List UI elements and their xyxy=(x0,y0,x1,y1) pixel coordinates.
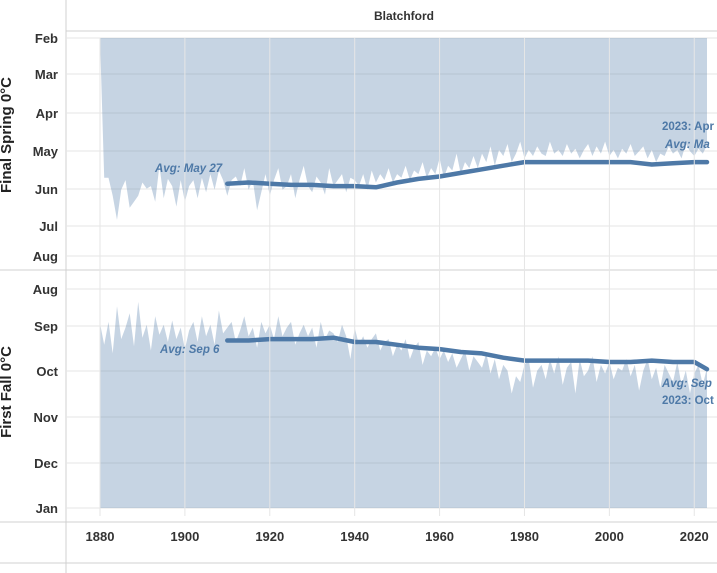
x-tick-label: 1960 xyxy=(425,529,454,544)
x-tick-label: 1940 xyxy=(340,529,369,544)
y-tick-label: Aug xyxy=(33,282,58,297)
annual-area xyxy=(100,38,707,220)
spring-right-average-annotation: Avg: Ma xyxy=(664,139,710,151)
x-tick-label: 1900 xyxy=(170,529,199,544)
x-tick-label: 2000 xyxy=(595,529,624,544)
y-tick-label: Jul xyxy=(39,219,58,234)
annual-area xyxy=(100,301,707,508)
spring-average-annotation: Avg: May 27 xyxy=(154,163,223,175)
y-tick-label: Oct xyxy=(36,364,58,379)
y-tick-label: Jan xyxy=(36,501,58,516)
x-tick-label: 2020 xyxy=(680,529,709,544)
running-average-line xyxy=(225,159,710,190)
y-tick-label: Feb xyxy=(35,31,58,46)
y-tick-label: Jun xyxy=(35,182,58,197)
y-tick-label: Apr xyxy=(36,106,58,121)
y-tick-label: May xyxy=(33,144,59,159)
fall-panel: Aug Sep Oct Nov Dec Jan xyxy=(33,282,717,516)
x-axis: 1880 1900 1920 1940 1960 1980 2000 2020 xyxy=(86,38,709,544)
panel-title: Blatchford xyxy=(374,9,434,23)
fall-right-average-annotation: Avg: Sep xyxy=(661,378,712,390)
fall-average-annotation: Avg: Sep 6 xyxy=(159,344,220,356)
x-tick-label: 1920 xyxy=(255,529,284,544)
y-tick-label: Sep xyxy=(34,319,58,334)
y-tick-label: Dec xyxy=(34,456,58,471)
x-tick-label: 1980 xyxy=(510,529,539,544)
x-tick-label: 1880 xyxy=(86,529,115,544)
spring-panel: Feb Mar Apr May Jun Jul Aug xyxy=(33,31,717,264)
y-tick-label: Aug xyxy=(33,249,58,264)
y-tick-label: Nov xyxy=(33,410,58,425)
y-tick-label: Mar xyxy=(35,67,58,82)
spring-latest-annotation: 2023: Apr xyxy=(662,121,715,133)
spring-y-axis-title: Final Spring 0°C xyxy=(0,77,15,193)
running-average-line xyxy=(225,335,710,372)
fall-latest-annotation: 2023: Oct xyxy=(662,395,714,407)
fall-y-axis-title: First Fall 0°C xyxy=(0,346,15,438)
